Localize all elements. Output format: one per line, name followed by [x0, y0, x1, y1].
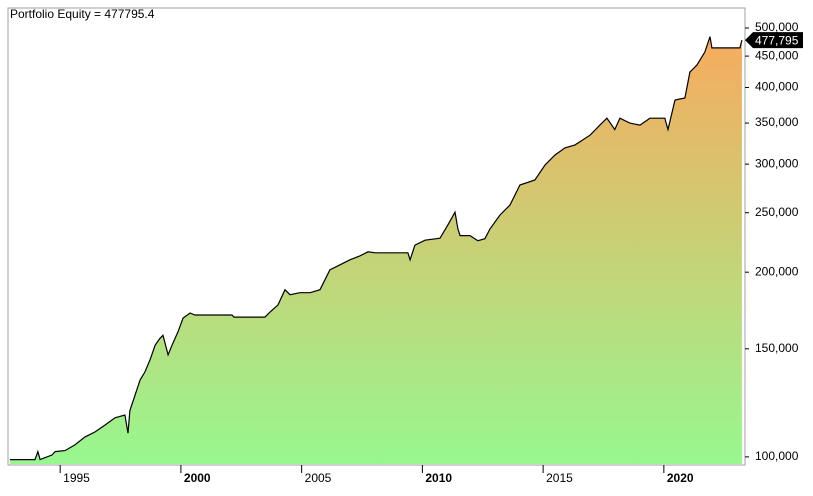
- x-tick-label: 2020: [667, 471, 694, 485]
- y-tick-label: 300,000: [755, 156, 799, 170]
- y-tick-label: 100,000: [755, 449, 799, 463]
- x-tick-label: 2010: [425, 471, 452, 485]
- chart-title: Portfolio Equity = 477795.4: [10, 7, 155, 21]
- y-tick-label: 200,000: [755, 264, 799, 278]
- equity-line: [9, 36, 743, 461]
- last-value-marker: [745, 32, 803, 49]
- y-tick-label: 150,000: [755, 341, 799, 355]
- y-tick-label: 250,000: [755, 205, 799, 219]
- last-value-label: 477,795: [755, 33, 799, 47]
- x-tick-label: 2005: [305, 471, 332, 485]
- x-tick-label: 2000: [184, 471, 211, 485]
- y-tick-label: 450,000: [755, 48, 799, 62]
- equity-area: [9, 36, 742, 464]
- y-tick-label: 350,000: [755, 115, 799, 129]
- y-tick-label: 400,000: [755, 80, 799, 94]
- x-tick-label: 1995: [63, 471, 90, 485]
- y-tick-label: 500,000: [755, 20, 799, 34]
- x-tick-label: 2015: [546, 471, 573, 485]
